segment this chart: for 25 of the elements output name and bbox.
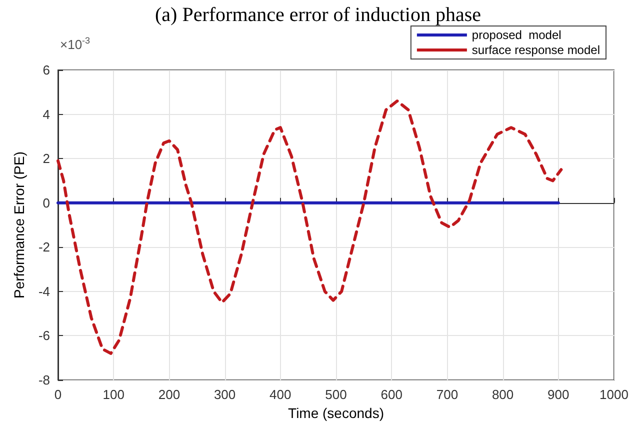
legend-label: surface response model — [472, 43, 600, 57]
x-tick-label: 400 — [270, 387, 292, 402]
chart-title: (a) Performance error of induction phase — [155, 4, 482, 26]
x-tick-label: 800 — [492, 387, 514, 402]
x-axis-title: Time (seconds) — [288, 404, 384, 421]
x-tick-label: 300 — [214, 387, 236, 402]
y-tick-label: -4 — [38, 284, 50, 299]
y-tick-label: -8 — [38, 372, 50, 388]
y-tick-label: 2 — [42, 151, 50, 166]
x-tick-label: 900 — [548, 387, 570, 402]
legend-label: proposed model — [472, 28, 562, 42]
y-tick-label: -2 — [38, 240, 50, 255]
line-series — [56, 100, 563, 355]
x-tick-label: 0 — [54, 387, 62, 402]
y-tick-label: 6 — [42, 62, 50, 78]
y-tick-label: 4 — [42, 106, 50, 122]
x-tick-label: 500 — [325, 387, 347, 402]
x-tick-label: 1000 — [600, 387, 628, 402]
y-tick-label: -6 — [38, 328, 50, 344]
y-axis-title: Performance Error (PE) — [11, 151, 27, 299]
y-tick-label: 0 — [42, 195, 50, 210]
x-tick-label: 100 — [102, 387, 124, 402]
x-tick-label: 700 — [436, 387, 458, 402]
x-tick-label: 600 — [380, 387, 402, 402]
x-tick-label: 200 — [158, 387, 180, 402]
